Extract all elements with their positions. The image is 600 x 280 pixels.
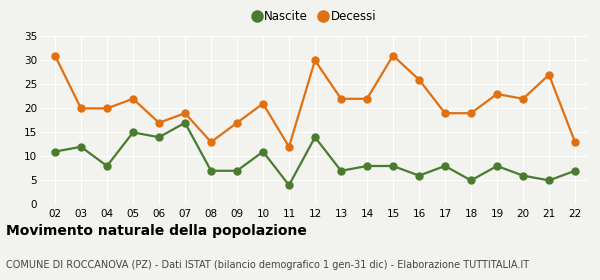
Legend: Nascite, Decessi: Nascite, Decessi [249,5,381,28]
Text: Movimento naturale della popolazione: Movimento naturale della popolazione [6,224,307,238]
Text: COMUNE DI ROCCANOVA (PZ) - Dati ISTAT (bilancio demografico 1 gen-31 dic) - Elab: COMUNE DI ROCCANOVA (PZ) - Dati ISTAT (b… [6,260,529,270]
